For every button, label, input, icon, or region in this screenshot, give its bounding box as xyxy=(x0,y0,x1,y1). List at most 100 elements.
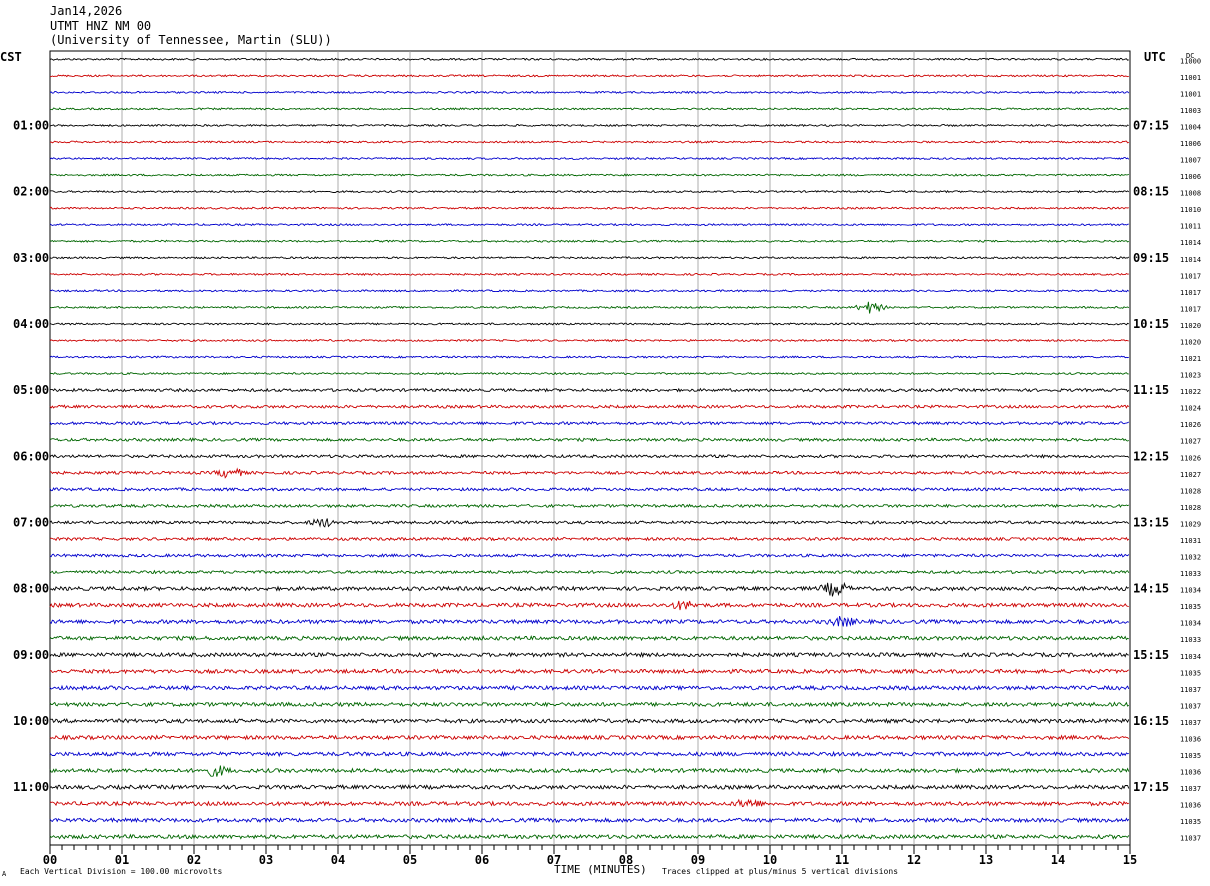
x-tick-label: 13 xyxy=(979,853,993,867)
dc-value: 11035 xyxy=(1180,752,1201,760)
left-hour-label: 06:00 xyxy=(13,449,49,463)
dc-value: 11035 xyxy=(1180,669,1201,677)
dc-value: 11024 xyxy=(1180,405,1201,413)
dc-value: 11034 xyxy=(1180,587,1201,595)
dc-value: 11017 xyxy=(1180,272,1201,280)
trace-line xyxy=(49,684,1130,692)
x-axis-title: TIME (MINUTES) xyxy=(554,863,647,876)
dc-value: 11034 xyxy=(1180,653,1201,661)
dc-value: 11017 xyxy=(1180,289,1201,297)
right-hour-label: 17:15 xyxy=(1133,780,1169,794)
trace-line xyxy=(49,734,1130,741)
x-tick-label: 10 xyxy=(763,853,777,867)
dc-value: 11037 xyxy=(1180,686,1201,694)
dc-value: 11036 xyxy=(1180,769,1201,777)
x-tick-label: 02 xyxy=(187,853,201,867)
left-hour-label: 09:00 xyxy=(13,648,49,662)
x-axis: 00 01 02 03 04 05 06 07 08 09 10 11 12 13 14 15 xyxy=(43,845,1137,867)
trace-line xyxy=(49,518,1130,528)
left-hour-label: 07:00 xyxy=(13,515,49,529)
dc-value: 11028 xyxy=(1180,487,1201,495)
trace-line xyxy=(49,338,1129,343)
dc-value: 11036 xyxy=(1180,802,1201,810)
trace-line xyxy=(49,701,1130,708)
trace-line xyxy=(49,553,1130,558)
trace-line xyxy=(49,140,1129,144)
scale-note: Each Vertical Division = 100.00 microvol… xyxy=(20,867,223,876)
dc-value: 11007 xyxy=(1180,157,1201,165)
trace-line xyxy=(49,816,1130,824)
trace-line xyxy=(49,123,1129,128)
trace-line xyxy=(50,107,1129,111)
header-network: (University of Tennessee, Martin (SLU)) xyxy=(50,33,332,47)
x-tick-label: 00 xyxy=(43,853,57,867)
header-station: UTMT HNZ NM 00 xyxy=(50,18,152,33)
trace-line xyxy=(49,833,1130,840)
trace-line xyxy=(49,404,1130,409)
trace-line xyxy=(49,569,1130,575)
x-tick-label: 08 xyxy=(619,853,633,867)
dc-value: 11035 xyxy=(1180,818,1201,826)
corner-mark: A xyxy=(2,870,7,878)
trace-group xyxy=(49,57,1130,840)
left-hour-label: 02:00 xyxy=(13,185,49,199)
trace-line xyxy=(49,503,1129,509)
trace-line xyxy=(49,750,1129,758)
dc-value: 11036 xyxy=(1180,735,1201,743)
left-hour-label: 08:00 xyxy=(13,582,49,596)
dc-value: 11006 xyxy=(1180,140,1201,148)
trace-line xyxy=(49,156,1130,161)
left-hour-label: 10:00 xyxy=(13,714,49,728)
dc-value: 11034 xyxy=(1180,620,1201,628)
dc-label: DC xyxy=(1186,52,1194,60)
dc-value: 11023 xyxy=(1180,372,1201,380)
dc-value: 11035 xyxy=(1180,603,1201,611)
dc-value: 11029 xyxy=(1180,520,1201,528)
x-tick-label: 03 xyxy=(259,853,273,867)
dc-value: 11014 xyxy=(1180,256,1201,264)
time-labels: CST UTC DC 01:00 02:00 03:00 04:00 05:00 06:0… xyxy=(0,50,1201,843)
x-tick-label: 15 xyxy=(1123,853,1137,867)
x-tick-label: 12 xyxy=(907,853,921,867)
clip-note: Traces clipped at plus/minus 5 vertical … xyxy=(662,867,899,876)
trace-line xyxy=(49,74,1129,78)
right-zone-label: UTC xyxy=(1144,50,1166,64)
trace-line xyxy=(49,581,1130,597)
dc-value: 11006 xyxy=(1180,173,1201,181)
dc-value: 11021 xyxy=(1180,355,1201,363)
trace-line xyxy=(49,615,1130,627)
trace-line xyxy=(50,387,1130,393)
x-tick-label: 14 xyxy=(1051,853,1065,867)
trace-line xyxy=(49,239,1130,243)
trace-line xyxy=(49,536,1130,542)
trace-line xyxy=(49,783,1130,791)
dc-value: 11037 xyxy=(1180,785,1201,793)
dc-value: 11032 xyxy=(1180,554,1201,562)
trace-line xyxy=(49,717,1130,724)
dc-value: 11026 xyxy=(1180,454,1201,462)
header-date: Jan14,2026 xyxy=(50,4,123,18)
dc-value: 11031 xyxy=(1180,537,1201,545)
trace-line xyxy=(49,651,1129,659)
trace-line xyxy=(49,206,1129,210)
dc-value: 11037 xyxy=(1180,702,1201,710)
left-hour-label: 04:00 xyxy=(13,317,49,331)
trace-line xyxy=(49,256,1130,260)
trace-line xyxy=(49,289,1130,293)
trace-line xyxy=(49,90,1130,94)
dc-value: 11001 xyxy=(1180,90,1201,98)
right-hour-label: 11:15 xyxy=(1133,383,1169,397)
dc-value: 11037 xyxy=(1180,719,1201,727)
trace-line xyxy=(49,355,1129,359)
right-hour-label: 16:15 xyxy=(1133,714,1169,728)
dc-value: 11033 xyxy=(1180,570,1201,578)
trace-line xyxy=(49,486,1130,492)
trace-line xyxy=(49,223,1129,227)
left-zone-label: CST xyxy=(0,50,22,64)
dc-value: 11008 xyxy=(1180,190,1201,198)
trace-line xyxy=(49,437,1130,443)
dc-value: 11033 xyxy=(1180,636,1201,644)
trace-line xyxy=(49,189,1130,194)
trace-line xyxy=(49,635,1130,642)
